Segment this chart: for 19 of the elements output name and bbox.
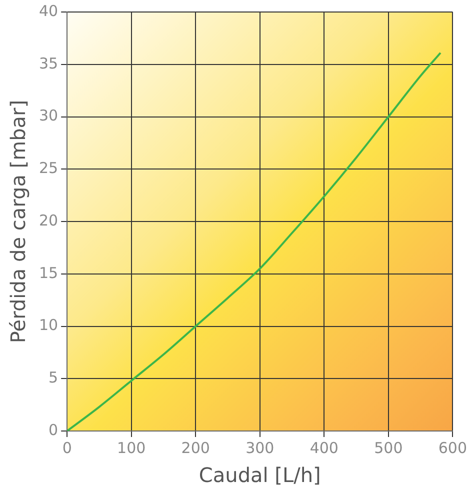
- y-tick-label: 40: [38, 2, 58, 20]
- x-tick-label: 200: [181, 438, 210, 457]
- y-tick-label: 20: [38, 211, 58, 230]
- y-tick-label: 0: [48, 420, 58, 439]
- x-tick-label: 0: [62, 438, 72, 457]
- y-tick-label: 35: [38, 54, 58, 72]
- x-tick-label: 300: [246, 438, 274, 457]
- x-tick-label: 600: [438, 438, 468, 457]
- y-axis-title: Pérdida de carga [mbar]: [6, 100, 30, 344]
- x-tick-label: 400: [310, 438, 338, 457]
- x-axis-title: Caudal [L/h]: [198, 463, 321, 488]
- x-tick-label: 100: [117, 438, 146, 457]
- x-tick-label: 500: [374, 438, 403, 457]
- y-tick-label: 5: [48, 368, 58, 387]
- line-series: [67, 52, 442, 431]
- y-tick-label: 30: [38, 106, 58, 125]
- y-tick-label: 15: [38, 264, 58, 282]
- y-tick-label: 25: [38, 159, 58, 178]
- y-tick-label: 10: [38, 316, 58, 334]
